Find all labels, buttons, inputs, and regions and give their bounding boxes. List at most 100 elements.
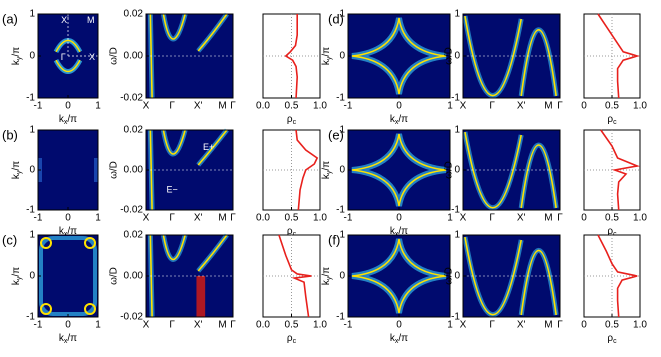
axis-label-part: x	[395, 338, 399, 345]
spectrum-feature	[162, 234, 186, 260]
x-tick-label: -1	[344, 101, 353, 112]
spectrum-feature	[520, 144, 557, 209]
x-tick-label: 0	[581, 320, 587, 331]
spectrum-feature	[520, 249, 557, 316]
map-feature	[351, 238, 447, 314]
y-tick-label: 1	[454, 9, 460, 20]
x-tick-label: 1	[447, 320, 453, 331]
path-label: Γ	[557, 213, 563, 224]
x-tick-label: 0.5	[285, 101, 299, 112]
y-tick-label: -1	[26, 205, 35, 216]
x-tick-label: 1.0	[633, 213, 647, 224]
axis-label-part: ρ	[287, 333, 293, 344]
axis-label-part: c	[613, 231, 617, 238]
panel-label: (c)	[2, 232, 17, 247]
path-label: X'	[194, 101, 203, 112]
y-tick-label: 0	[339, 51, 345, 62]
x-tick-label: 0	[396, 101, 402, 112]
y-tick-label: -0.02	[120, 312, 143, 323]
y-tick-label: 1	[454, 230, 460, 241]
path-label: M	[544, 213, 552, 224]
y-tick-label: 0	[29, 165, 35, 176]
axis-label: ky/π	[11, 161, 23, 179]
path-label: Γ	[169, 320, 175, 331]
axis-label-part: c	[613, 119, 617, 126]
y-tick-label: -0.02	[120, 205, 143, 216]
y-tick-label: 1	[339, 125, 345, 136]
spectrum-feature	[197, 13, 228, 52]
y-tick-label: 0	[454, 165, 460, 176]
y-tick-label: 0.00	[124, 51, 144, 62]
path-label: Γ	[489, 213, 495, 224]
y-tick-label: 0.02	[124, 125, 144, 136]
path-label: M	[218, 101, 226, 112]
map-feature	[351, 17, 447, 95]
density-line	[284, 14, 299, 99]
path-label: X'	[194, 320, 203, 331]
spectrum-feature	[197, 234, 228, 272]
axis-label-part: /π	[11, 47, 22, 57]
axis-label: ω/D	[109, 47, 120, 65]
map-background	[38, 130, 98, 210]
path-label: X	[460, 320, 467, 331]
x-tick-label: 1	[95, 101, 101, 112]
axis-label-part: y	[326, 276, 333, 280]
x-tick-label: 1.0	[633, 101, 647, 112]
map-feature	[55, 59, 81, 73]
axis-label-part: x	[395, 231, 399, 238]
map-feature	[40, 303, 52, 315]
y-tick-label: 0.00	[124, 271, 144, 282]
axis-label-part: x	[64, 119, 68, 126]
axis-label: kx/π	[390, 333, 408, 345]
map-feature	[94, 158, 98, 182]
y-tick-label: 0.00	[124, 165, 144, 176]
x-tick-label: -1	[34, 320, 43, 331]
map-feature	[55, 39, 81, 53]
axis-label-part: x	[64, 338, 68, 345]
axis-label-part: /π	[398, 114, 408, 125]
y-tick-label: 1	[339, 230, 345, 241]
density-line	[295, 129, 319, 211]
axis-label-part: y	[326, 56, 333, 60]
axis-label-part: k	[11, 59, 22, 65]
path-label: Γ	[230, 320, 236, 331]
x-tick-label: 0	[581, 101, 587, 112]
y-tick-label: 0	[29, 51, 35, 62]
axis-label: kx/π	[59, 226, 77, 238]
spectrum-feature	[520, 29, 557, 97]
axis-label-part: k	[321, 173, 332, 179]
y-tick-label: -1	[451, 312, 460, 323]
axis-label: ky/π	[11, 47, 23, 65]
path-label: M	[218, 320, 226, 331]
axis-label: ω/D	[444, 267, 455, 285]
spectrum-feature	[464, 131, 522, 209]
path-label: X'	[517, 213, 526, 224]
map-feature	[84, 303, 96, 315]
annotation: E−	[166, 184, 177, 194]
x-tick-label: 1.0	[313, 213, 327, 224]
spectrum-feature	[196, 276, 206, 317]
x-tick-label: 1.0	[313, 320, 327, 331]
axis-label-part: k	[11, 279, 22, 285]
y-tick-label: 0.02	[124, 9, 144, 20]
x-tick-label: 0.5	[605, 213, 619, 224]
axis-label: ω/D	[109, 161, 120, 179]
path-label: M	[544, 320, 552, 331]
y-tick-label: -1	[336, 205, 345, 216]
x-tick-label: 0	[65, 101, 71, 112]
axis-label: ω/D	[444, 47, 455, 65]
x-tick-label: 0.0	[256, 101, 270, 112]
x-tick-label: -1	[34, 213, 43, 224]
axis-label-part: k	[390, 114, 396, 125]
path-label: X	[460, 213, 467, 224]
axis-label: ky/π	[11, 267, 23, 285]
panel-label: (f)	[328, 232, 340, 247]
y-tick-label: -1	[336, 312, 345, 323]
annotation: X	[89, 52, 95, 62]
y-tick-label: -1	[451, 205, 460, 216]
axis-label-part: /π	[398, 226, 408, 237]
y-tick-label: 0	[339, 165, 345, 176]
axis-label: ky/π	[321, 47, 333, 65]
axis-label-part: /π	[321, 47, 332, 57]
